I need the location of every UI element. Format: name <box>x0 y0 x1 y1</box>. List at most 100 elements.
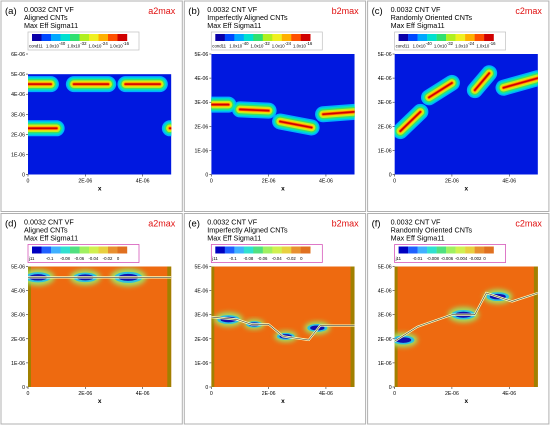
legend-tick: 1.0x10 <box>476 44 490 49</box>
x-tick-label: 2E-06 <box>78 179 92 185</box>
title-line: 0.0032 CNT VF <box>24 5 74 14</box>
legend-swatch <box>281 246 292 254</box>
legend-swatch <box>291 34 301 41</box>
x-axis-label: x <box>464 186 468 193</box>
panel-label: (d) <box>5 219 17 230</box>
legend-swatch <box>60 34 71 41</box>
y-tick-label: 3E-06 <box>194 313 208 319</box>
legend-tick: -0.01 <box>413 256 423 261</box>
y-tick-label: 5E-06 <box>378 265 392 271</box>
legend-swatch <box>51 246 61 254</box>
legend-swatch <box>474 34 485 41</box>
legend-swatch <box>243 246 254 254</box>
cnt-segment <box>394 292 538 342</box>
legend-tick: -0.004 <box>455 256 468 261</box>
y-tick-label: 5E-06 <box>11 265 25 271</box>
legend-swatch <box>41 246 52 254</box>
legend-swatch <box>272 246 282 254</box>
x-tick-label: 2E-06 <box>445 391 459 397</box>
plot-area <box>28 266 172 387</box>
y-tick-label: 0 <box>389 385 392 391</box>
legend-swatch <box>408 34 418 41</box>
x-tick-label: 0 <box>27 391 30 397</box>
y-tick-label: 3E-06 <box>11 313 25 319</box>
legend-tick: 1.0x10 <box>229 44 243 49</box>
y-tick-label: 4E-06 <box>378 76 392 82</box>
legend-swatch <box>465 34 475 41</box>
legend-swatch <box>300 34 311 41</box>
title-line: Randomly Oriented CNTs <box>391 226 473 235</box>
legend-tick-exponent: -24 <box>102 41 109 46</box>
legend-label: j11 <box>211 256 218 261</box>
legend-label: j11 <box>28 256 35 261</box>
cnt-segment <box>279 120 313 129</box>
legend-swatch <box>272 34 282 41</box>
legend-tick: -0.04 <box>272 256 282 261</box>
legend-tick: -0.008 <box>427 256 440 261</box>
legend-tick: -0.02 <box>286 256 296 261</box>
legend-swatch <box>253 34 263 41</box>
legend-swatch <box>215 246 225 254</box>
x-tick-label: 0 <box>393 391 396 397</box>
y-tick-label: 5E-06 <box>11 72 25 78</box>
y-tick-label: 3E-06 <box>194 100 208 106</box>
x-tick-label: 2E-06 <box>262 391 276 397</box>
panel-label: (e) <box>188 219 200 230</box>
legend-tick: -0.02 <box>103 256 113 261</box>
y-tick-label: 1E-06 <box>11 361 25 367</box>
legend-swatch <box>89 34 99 41</box>
y-tick-label: 2E-06 <box>11 132 25 138</box>
title-line: 0.0032 CNT VF <box>207 5 257 14</box>
legend-tick: -0.002 <box>469 256 482 261</box>
x-tick-label: 4E-06 <box>136 391 150 397</box>
field-edge <box>533 266 538 387</box>
title-line: Max Eff Sigma11 <box>391 21 445 30</box>
x-tick-label: 4E-06 <box>319 179 333 185</box>
y-tick-label: 3E-06 <box>11 112 25 118</box>
legend-label: cond11 <box>29 44 43 49</box>
legend-label: cond11 <box>212 44 226 49</box>
cnt-segment <box>239 108 270 112</box>
y-tick-label: 2E-06 <box>378 124 392 130</box>
legend-tick: -0.06 <box>74 256 84 261</box>
y-tick-label: 1E-06 <box>194 148 208 154</box>
x-tick-label: 2E-06 <box>262 179 276 185</box>
cnt-segment <box>474 72 490 91</box>
title-line: Max Eff Sigma11 <box>24 21 78 30</box>
legend-tick: 1.0x10 <box>46 44 60 49</box>
field-edge <box>211 266 215 387</box>
x-tick-label: 2E-06 <box>78 391 92 397</box>
legend-swatch <box>300 246 311 254</box>
field-edge <box>28 266 31 387</box>
plot-area <box>211 54 355 175</box>
y-tick-label: 2E-06 <box>11 337 25 343</box>
legend-swatch <box>398 34 409 41</box>
title-line: Aligned CNTs <box>24 226 68 235</box>
legend-tick: 1.0x10 <box>89 44 103 49</box>
title-line: Randomly Oriented CNTs <box>391 13 473 22</box>
legend-swatch <box>436 246 447 254</box>
legend-swatch <box>32 246 42 254</box>
field-edge <box>350 266 355 387</box>
title-line: 0.0032 CNT VF <box>207 218 257 227</box>
legend-tick: 1.0x10 <box>272 44 286 49</box>
y-tick-label: 4E-06 <box>194 76 208 82</box>
legend-swatch <box>398 246 409 254</box>
plot-area <box>28 74 172 175</box>
legend-tick-exponent: -32 <box>80 41 87 46</box>
legend-swatch <box>32 34 42 41</box>
y-tick-label: 5E-06 <box>194 265 208 271</box>
x-tick-label: 2E-06 <box>445 179 459 185</box>
panel-tag: c2max <box>515 219 542 229</box>
legend-swatch <box>484 246 494 254</box>
legend-swatch <box>60 246 71 254</box>
legend-swatch <box>417 34 428 41</box>
legend-swatch <box>117 34 128 41</box>
panel-label: (a) <box>5 6 17 17</box>
legend-swatch <box>262 34 273 41</box>
x-tick-label: 0 <box>27 179 30 185</box>
